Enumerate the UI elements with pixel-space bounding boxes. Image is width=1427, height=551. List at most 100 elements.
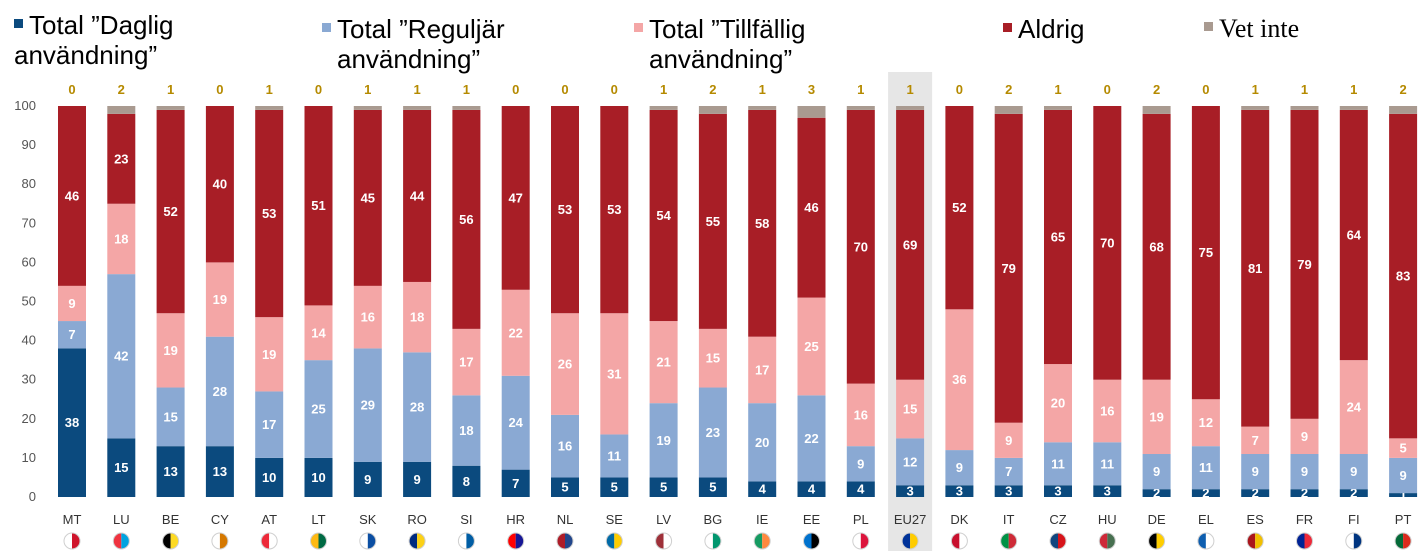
bar-segment — [1241, 106, 1270, 110]
bar-value-label: 29 — [361, 398, 375, 413]
y-tick-label: 60 — [22, 254, 36, 269]
legend-swatch-regular — [322, 23, 331, 32]
bar-segment — [1142, 453, 1171, 490]
bar-segment — [353, 348, 382, 462]
bar-value-label: 42 — [114, 349, 128, 364]
bar-segment — [1093, 442, 1122, 486]
bar-value-label: 24 — [1347, 400, 1362, 415]
bar-value-label: 25 — [804, 339, 818, 354]
bar-value-label: 2 — [1301, 486, 1308, 501]
bar-segment — [994, 485, 1023, 497]
bar-value-label: 58 — [755, 216, 769, 231]
bar-segment — [1241, 453, 1270, 490]
bar-segment — [797, 106, 826, 118]
bar-segment — [945, 106, 974, 310]
bar-value-label: 8 — [463, 474, 470, 489]
bar-value-label: 15 — [706, 351, 720, 366]
bar-segment — [107, 113, 136, 204]
bar-segment — [846, 106, 875, 110]
france-flag-icon — [1296, 532, 1313, 550]
bar-segment — [205, 262, 234, 337]
bar-segment — [353, 285, 382, 349]
legend-item-daily: Total ”Daglig användning” — [14, 10, 174, 70]
bar-value-label: 16 — [361, 310, 375, 325]
y-tick-label: 50 — [22, 294, 36, 309]
bar-segment — [1191, 489, 1220, 497]
bar-value-label: 31 — [607, 366, 621, 381]
slovakia-flag-icon — [359, 532, 377, 550]
bar-segment — [403, 352, 432, 462]
bar-value-label: 70 — [854, 239, 868, 254]
bar-segment — [1093, 485, 1122, 497]
bar-value-label: 3 — [1104, 484, 1111, 499]
bar-segment — [205, 336, 234, 447]
bar-segment — [846, 383, 875, 447]
bar-segment — [501, 469, 530, 497]
bar-value-label: 28 — [213, 384, 227, 399]
dont-know-value-label: 1 — [413, 82, 420, 97]
bar-segment — [748, 109, 777, 337]
legend-swatch-never — [1003, 23, 1012, 32]
dont-know-value-label: 1 — [364, 82, 371, 97]
bar-value-label: 9 — [1252, 464, 1259, 479]
bar-value-label: 7 — [512, 476, 519, 491]
bar-value-label: 24 — [508, 415, 523, 430]
bar-segment — [698, 387, 727, 478]
bar-segment — [107, 203, 136, 275]
y-tick-label: 100 — [14, 98, 36, 113]
bar-value-label: 38 — [65, 415, 79, 430]
y-tick-label: 20 — [22, 411, 36, 426]
poland-flag-icon — [852, 532, 870, 550]
bar-value-label: 9 — [1350, 464, 1357, 479]
bar-value-label: 9 — [413, 472, 420, 487]
bar-value-label: 81 — [1248, 261, 1262, 276]
bar-segment — [797, 117, 826, 298]
bar-segment — [649, 109, 678, 322]
bar-segment — [551, 106, 579, 314]
bar-segment — [452, 328, 481, 396]
bar-segment — [748, 336, 777, 404]
bar-segment — [1142, 489, 1171, 497]
legend: Total ”Daglig användning” Total ”Reguljä… — [0, 0, 1427, 95]
bar-segment — [1290, 418, 1319, 454]
legend-label-daily-line1: Total ”Daglig — [29, 10, 174, 40]
bar-segment — [846, 109, 875, 384]
bar-value-label: 10 — [262, 470, 276, 485]
bar-segment — [698, 106, 727, 114]
bar-value-label: 23 — [114, 151, 128, 166]
bar-segment — [1290, 489, 1319, 497]
bar-segment — [304, 106, 333, 306]
x-category-label: PT — [1395, 512, 1412, 527]
bar-value-label: 56 — [459, 212, 473, 227]
bar-segment — [452, 395, 481, 466]
bar-segment — [846, 446, 875, 482]
sweden-flag-icon — [605, 532, 623, 550]
x-category-label: BE — [162, 512, 180, 527]
bar-segment — [748, 403, 777, 482]
dont-know-value-label: 0 — [1104, 82, 1111, 97]
bar-value-label: 19 — [262, 347, 276, 362]
bar-segment — [994, 457, 1023, 486]
bar-value-label: 11 — [607, 448, 621, 463]
romania-flag-icon — [408, 532, 426, 550]
bar-segment — [896, 379, 925, 439]
bar-segment — [698, 113, 727, 329]
bar-segment — [748, 481, 777, 497]
bar-value-label: 15 — [163, 409, 177, 424]
bar-value-label: 79 — [1001, 261, 1015, 276]
bar-segment — [1241, 489, 1270, 497]
x-category-label: FI — [1348, 512, 1360, 527]
estonia-flag-icon — [803, 532, 820, 550]
bar-value-label: 19 — [163, 343, 177, 358]
bar-segment — [1290, 106, 1319, 110]
y-tick-label: 70 — [22, 215, 36, 230]
bar-segment — [945, 450, 974, 486]
dont-know-value-label: 1 — [1301, 82, 1308, 97]
dont-know-value-label: 0 — [956, 82, 963, 97]
dont-know-value-label: 1 — [1252, 82, 1259, 97]
x-category-label: HU — [1098, 512, 1117, 527]
germany-flag-icon — [1148, 532, 1166, 550]
bar-segment — [255, 106, 284, 110]
bar-segment — [896, 485, 925, 497]
